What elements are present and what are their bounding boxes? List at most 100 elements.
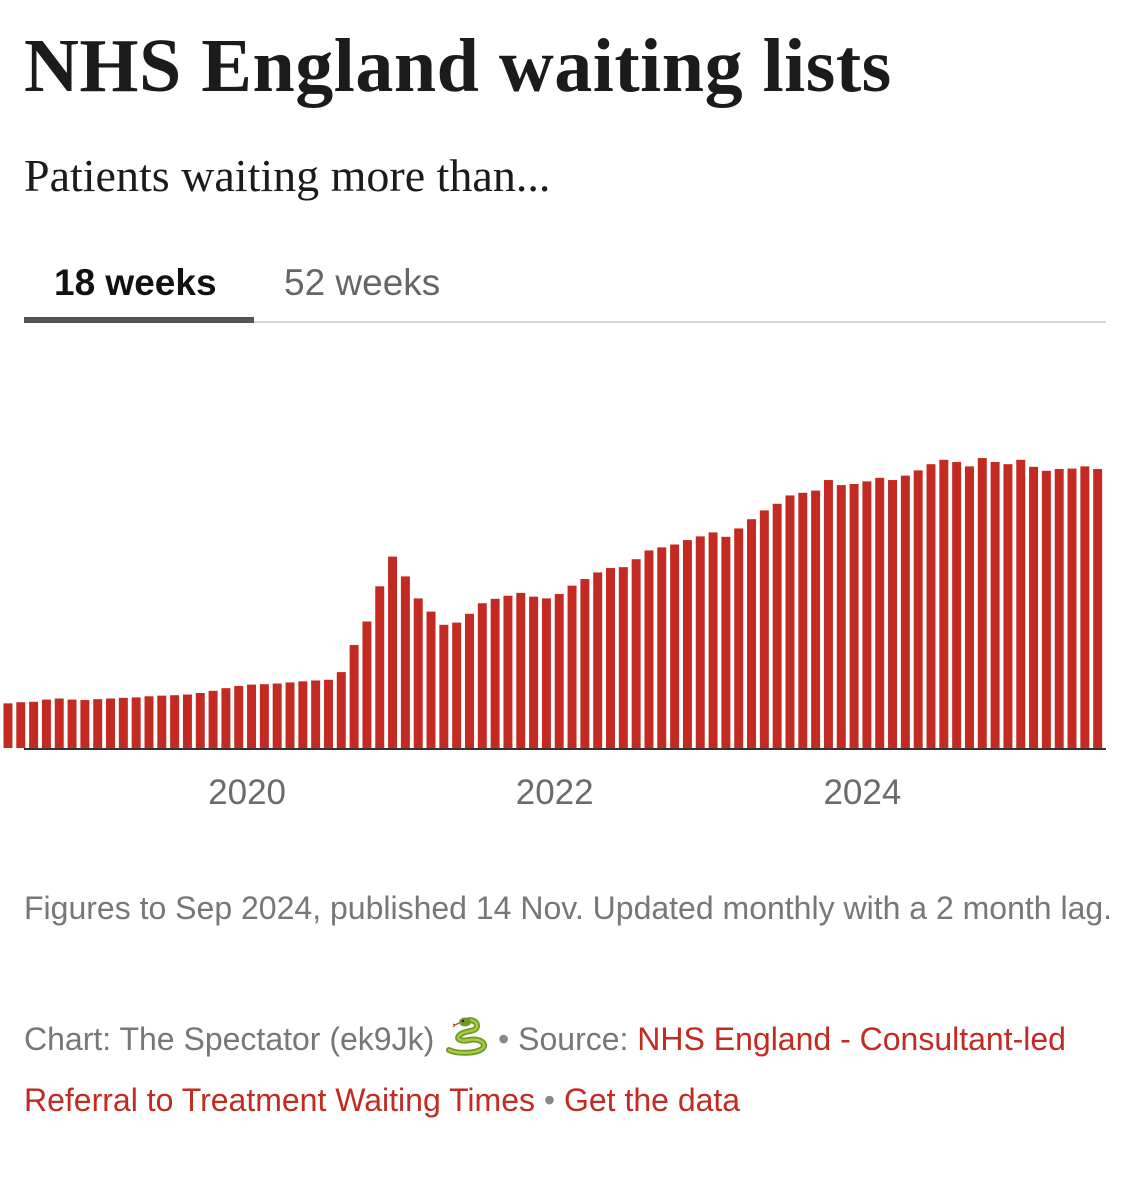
bar bbox=[670, 544, 680, 748]
bar bbox=[285, 682, 295, 748]
bar bbox=[952, 462, 962, 748]
bar bbox=[80, 700, 90, 748]
bar-chart: 2020 2022 2024 bbox=[3, 458, 1106, 812]
bar bbox=[54, 698, 64, 748]
bar bbox=[388, 556, 398, 748]
bar bbox=[413, 598, 423, 748]
bar bbox=[362, 621, 372, 748]
snake-icon bbox=[443, 1016, 489, 1073]
bar bbox=[682, 540, 692, 748]
chart-credit: Chart: The Spectator (ek9Jk) bbox=[24, 1021, 435, 1057]
bar bbox=[747, 519, 757, 748]
bar bbox=[708, 532, 718, 748]
bar bbox=[323, 679, 333, 748]
source-link[interactable]: NHS England - Consultant-led Referral to… bbox=[24, 1021, 1066, 1118]
bar bbox=[426, 611, 436, 748]
bar bbox=[593, 572, 603, 748]
bar bbox=[875, 477, 885, 748]
bar bbox=[477, 603, 487, 748]
bar bbox=[311, 680, 321, 748]
get-data-link[interactable]: Get the data bbox=[563, 1082, 741, 1118]
bar bbox=[503, 595, 513, 748]
bar bbox=[1054, 469, 1064, 748]
bar bbox=[606, 568, 615, 748]
bar bbox=[823, 480, 833, 748]
bar bbox=[554, 594, 564, 748]
tab-18-weeks[interactable]: 18 weeks bbox=[54, 262, 217, 303]
bar bbox=[170, 695, 180, 748]
bar bbox=[157, 695, 167, 748]
tab-bar-divider bbox=[24, 321, 1106, 323]
bar bbox=[439, 624, 449, 748]
bar bbox=[182, 694, 192, 748]
bar bbox=[131, 697, 141, 748]
bar bbox=[465, 613, 474, 748]
bar bbox=[695, 536, 705, 748]
bar bbox=[452, 622, 462, 748]
bar bbox=[375, 586, 385, 748]
bar bbox=[849, 484, 859, 748]
bar bbox=[567, 585, 577, 748]
bar bbox=[785, 495, 795, 748]
bar bbox=[118, 697, 128, 748]
bar bbox=[977, 458, 987, 748]
bar bbox=[631, 559, 641, 748]
chart-title: NHS England waiting lists bbox=[24, 24, 892, 108]
source-label: Source: bbox=[518, 1021, 629, 1057]
bar bbox=[580, 579, 590, 748]
bar bbox=[1093, 469, 1103, 748]
bar bbox=[144, 696, 154, 748]
x-tick-label: 2020 bbox=[208, 773, 286, 812]
bar bbox=[862, 481, 872, 748]
bar bbox=[221, 688, 231, 748]
chart-subtitle: Patients waiting more than... bbox=[24, 150, 551, 201]
bar bbox=[349, 645, 359, 748]
bar bbox=[798, 492, 808, 748]
bar bbox=[1029, 466, 1039, 748]
x-tick-label: 2022 bbox=[516, 773, 594, 812]
bar bbox=[888, 480, 898, 748]
bar bbox=[272, 683, 282, 748]
bar bbox=[106, 698, 116, 748]
credit-line: Chart: The Spectator (ek9Jk) • Source: N… bbox=[24, 1012, 1114, 1128]
bar bbox=[29, 701, 39, 748]
bar bbox=[939, 459, 949, 748]
bar bbox=[1080, 466, 1090, 748]
figures-note: Figures to Sep 2024, published 14 Nov. U… bbox=[24, 890, 1113, 926]
x-axis-ticks: 2020 2022 2024 bbox=[208, 773, 901, 812]
bars-group bbox=[3, 458, 1103, 748]
bar bbox=[618, 567, 628, 748]
bar bbox=[913, 470, 923, 748]
bar bbox=[16, 702, 26, 748]
bar bbox=[529, 596, 539, 748]
bar bbox=[67, 699, 77, 748]
bar bbox=[93, 699, 103, 748]
bar bbox=[772, 503, 782, 748]
bar bbox=[247, 684, 257, 748]
bar bbox=[516, 592, 526, 748]
bar bbox=[541, 598, 551, 748]
bar bbox=[926, 464, 936, 748]
bar bbox=[1067, 468, 1077, 748]
separator-2: • bbox=[543, 1082, 556, 1118]
bar bbox=[400, 576, 410, 748]
bar bbox=[1016, 459, 1026, 748]
active-tab-indicator bbox=[24, 317, 254, 323]
bar bbox=[964, 466, 974, 748]
bar bbox=[490, 598, 500, 748]
tab-52-weeks[interactable]: 52 weeks bbox=[284, 262, 441, 303]
x-tick-label: 2024 bbox=[823, 773, 901, 812]
bar bbox=[836, 485, 846, 748]
bar bbox=[734, 528, 744, 748]
bar bbox=[41, 699, 51, 748]
bar bbox=[721, 536, 731, 748]
bar bbox=[208, 690, 218, 748]
bar bbox=[811, 490, 821, 748]
bar bbox=[900, 475, 910, 748]
bar bbox=[336, 672, 346, 748]
bar bbox=[759, 510, 769, 748]
bar bbox=[644, 550, 654, 748]
bar bbox=[657, 547, 667, 748]
bar bbox=[3, 703, 13, 748]
tab-bar: 18 weeks 52 weeks bbox=[24, 240, 1106, 324]
